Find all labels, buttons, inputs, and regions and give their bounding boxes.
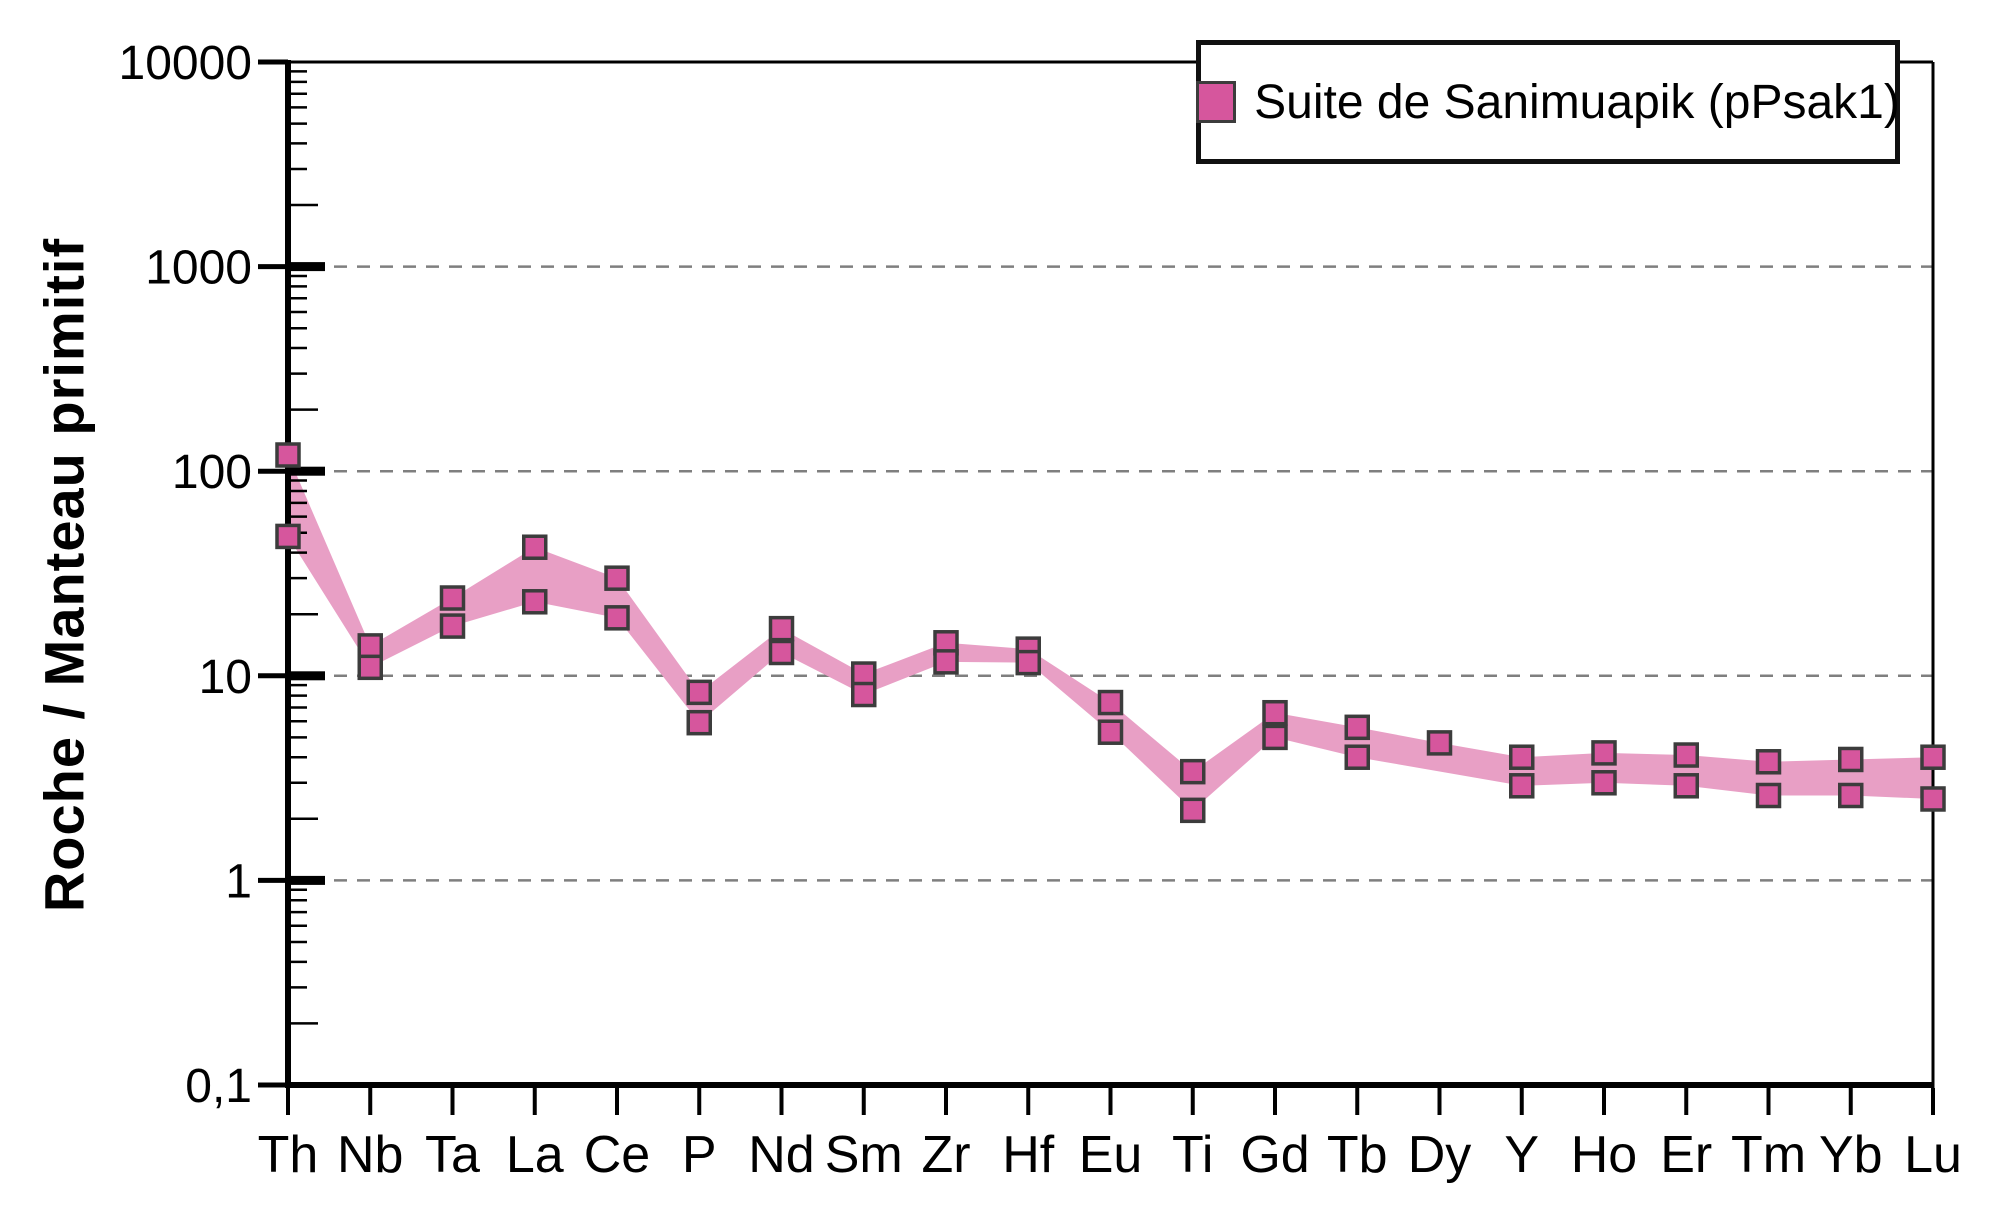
data-point-marker-max — [1426, 730, 1453, 756]
x-tick-label: Th — [258, 1126, 319, 1184]
data-point-marker-min — [1015, 649, 1041, 676]
data-point-marker-min — [1673, 773, 1699, 799]
data-point-marker-max — [1755, 749, 1782, 775]
data-point-marker-max — [522, 534, 548, 560]
y-major-tick-inside — [288, 466, 325, 476]
data-point-marker-max — [1673, 742, 1699, 768]
data-point-marker-min — [1755, 782, 1782, 809]
x-tick-label: Hf — [1002, 1126, 1055, 1184]
x-tick-label: Zr — [921, 1126, 970, 1184]
data-point-marker-max — [1509, 744, 1535, 770]
x-tick-label: Tb — [1327, 1126, 1388, 1184]
data-point-marker-min — [1509, 773, 1535, 799]
data-point-marker-min — [1920, 786, 1946, 812]
data-point-marker-max — [1838, 746, 1864, 773]
data-point-marker-min — [522, 589, 548, 615]
data-point-marker-max — [686, 679, 712, 706]
y-tick-label: 0,1 — [185, 1060, 252, 1113]
x-tick-label: Yb — [1819, 1126, 1883, 1184]
x-tick-label: Dy — [1408, 1126, 1472, 1184]
data-point-marker-min — [1591, 770, 1617, 796]
data-point-marker-max — [275, 442, 301, 468]
x-tick-label: Ti — [1172, 1126, 1213, 1184]
data-point-marker-min — [275, 523, 301, 550]
data-point-marker-min — [933, 649, 959, 675]
data-point-marker-min — [357, 654, 383, 681]
data-point-marker-max — [357, 633, 383, 659]
data-point-marker-min — [1262, 724, 1288, 751]
data-point-marker-min — [1838, 782, 1864, 809]
legend: Suite de Sanimuapik (pPsak1) — [1196, 40, 1900, 164]
y-tick-label: 1 — [225, 855, 252, 908]
x-tick-label: Ho — [1571, 1126, 1637, 1184]
x-tick-label: La — [506, 1126, 564, 1184]
y-tick-label: 1000 — [145, 242, 252, 295]
data-point-marker-max — [439, 585, 466, 611]
data-point-marker-max — [1344, 714, 1370, 741]
data-point-marker-max — [604, 565, 630, 591]
data-point-marker-max — [768, 615, 795, 642]
x-tick-label: Lu — [1904, 1126, 1962, 1184]
data-point-marker-min — [768, 639, 795, 666]
data-point-marker-min — [1344, 744, 1370, 770]
y-major-tick-inside — [288, 262, 325, 272]
data-point-marker-max — [1262, 699, 1288, 726]
y-tick-label: 100 — [172, 446, 252, 499]
data-point-marker-min — [1097, 719, 1124, 745]
y-major-tick-inside — [288, 875, 325, 885]
data-point-marker-max — [1180, 758, 1206, 785]
x-tick-label: Nb — [337, 1126, 403, 1184]
legend-label: Suite de Sanimuapik (pPsak1) — [1254, 75, 1900, 129]
x-tick-label: Ta — [425, 1126, 480, 1184]
y-tick-label: 10 — [199, 651, 252, 704]
x-tick-label: Ce — [584, 1126, 650, 1184]
data-point-marker-min — [1180, 797, 1206, 824]
x-tick-label: Nd — [748, 1126, 814, 1184]
x-tick-label: P — [682, 1126, 717, 1184]
data-point-marker-max — [1097, 689, 1124, 716]
x-tick-label: Gd — [1240, 1126, 1309, 1184]
data-point-marker-min — [686, 709, 712, 736]
data-point-marker-min — [604, 605, 630, 631]
y-major-tick-inside — [288, 671, 325, 681]
data-point-marker-max — [851, 661, 877, 687]
data-point-marker-min — [439, 613, 466, 639]
data-point-marker-max — [1920, 744, 1946, 770]
x-tick-label: Y — [1504, 1126, 1539, 1184]
x-tick-label: Eu — [1079, 1126, 1143, 1184]
legend-swatch-icon — [1196, 81, 1237, 123]
x-tick-label: Tm — [1731, 1126, 1806, 1184]
x-tick-label: Sm — [825, 1126, 903, 1184]
data-point-marker-max — [1591, 740, 1617, 766]
y-tick-label: 10000 — [119, 37, 252, 90]
x-tick-label: Er — [1660, 1126, 1712, 1184]
data-point-marker-min — [851, 681, 877, 708]
